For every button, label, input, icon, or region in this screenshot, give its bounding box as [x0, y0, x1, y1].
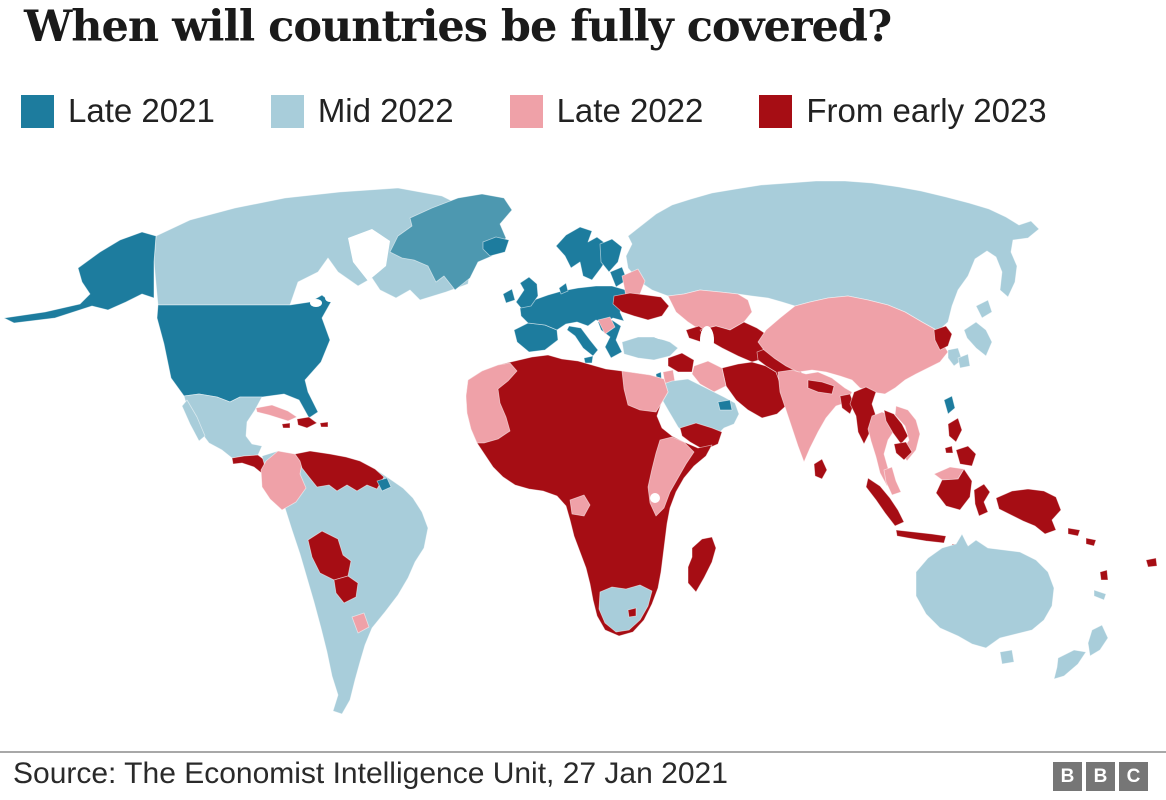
region-ukraine: [612, 292, 670, 321]
region-cuba: [255, 404, 298, 422]
region-syria: [667, 352, 695, 373]
page-title: When will countries be fully covered?: [24, 2, 892, 52]
legend-swatch-late2022: [509, 94, 543, 128]
legend-label-late2021: Late 2021: [68, 92, 215, 129]
region-paraguay: [333, 575, 359, 604]
legend-item-late2021: Late 2021: [21, 92, 215, 130]
region-serbia: [597, 316, 616, 335]
region-uk: [515, 276, 539, 309]
bbc-logo-block-3: C: [1119, 762, 1148, 791]
region-puerto-rico: [319, 421, 329, 428]
region-mexico: [183, 393, 263, 459]
region-hudson-bay: [348, 229, 390, 281]
region-sicily: [583, 355, 594, 364]
region-nepal: [807, 379, 835, 395]
region-philippines-luzon: [947, 417, 963, 443]
region-fiji: [1145, 557, 1158, 568]
region-uae: [717, 399, 733, 411]
region-belarus: [621, 268, 646, 297]
region-colombia-ecuador: [260, 450, 307, 511]
region-iceland: [482, 236, 510, 257]
region-alaska: [3, 231, 157, 324]
region-sulawesi: [973, 483, 991, 517]
region-cambodia: [893, 441, 913, 461]
legend-item-mid2022: Mid 2022: [270, 92, 454, 130]
region-philippines-visayas: [944, 445, 954, 454]
region-nz-north: [1087, 624, 1109, 657]
region-iraq: [691, 360, 727, 393]
region-italy: [566, 325, 599, 357]
region-south-africa: [598, 584, 653, 633]
legend-label-early2023: From early 2023: [806, 92, 1047, 129]
region-egypt: [621, 370, 669, 413]
region-sri-lanka: [813, 458, 828, 480]
region-french-guiana: [376, 477, 392, 492]
world-map-svg: [3, 180, 1158, 715]
region-arabia: [657, 378, 740, 447]
region-ireland: [502, 288, 516, 304]
region-bangladesh: [839, 393, 855, 415]
region-bolivia: [307, 530, 352, 581]
region-sumatra: [865, 477, 905, 527]
region-tasmania: [999, 649, 1015, 665]
region-uruguay: [351, 612, 370, 634]
region-japan-kyushu: [957, 353, 971, 369]
bbc-logo-block-1: B: [1053, 762, 1082, 791]
region-russia: [625, 180, 1040, 332]
region-vietnam: [894, 405, 921, 462]
region-denmark: [558, 282, 569, 295]
region-japan-hokkaido: [975, 299, 993, 319]
region-baja: [181, 399, 206, 442]
region-japan-honshu: [963, 321, 993, 357]
region-venezuela-guyanas: [294, 450, 385, 492]
region-philippines-mindanao: [955, 445, 977, 467]
region-lesotho: [627, 607, 637, 618]
region-caspian-sea: [700, 326, 714, 354]
region-finland: [599, 238, 623, 273]
region-malay-peninsula: [883, 466, 902, 496]
region-africa: [465, 354, 713, 637]
legend-swatch-early2023: [759, 94, 793, 128]
legend-label-mid2022: Mid 2022: [317, 92, 454, 129]
region-new-caledonia: [1093, 589, 1107, 601]
region-nw-africa: [465, 362, 518, 444]
region-solomon-2: [1085, 537, 1097, 547]
legend-item-early2023: From early 2023: [759, 92, 1047, 130]
region-great-lakes: [294, 294, 335, 307]
legend-swatch-mid2022: [270, 94, 304, 128]
footer-divider: [0, 751, 1166, 753]
region-new-guinea: [995, 488, 1062, 535]
region-india: [777, 369, 853, 463]
region-turkey: [621, 336, 679, 361]
region-hispaniola: [296, 416, 318, 429]
region-madagascar: [687, 536, 717, 593]
region-taiwan: [943, 395, 956, 415]
region-solomon-1: [1067, 527, 1081, 537]
region-yemen: [679, 422, 723, 451]
legend-label-late2022: Late 2022: [556, 92, 704, 129]
region-gabon: [569, 494, 591, 517]
region-australia: [915, 533, 1055, 649]
source-text: Source: The Economist Intelligence Unit,…: [13, 757, 728, 790]
bbc-logo-block-2: B: [1086, 762, 1115, 791]
region-greenland: [389, 193, 513, 291]
region-vanuatu: [1099, 569, 1109, 581]
region-borneo-indonesia: [935, 468, 973, 511]
region-kazakhstan: [667, 289, 753, 331]
region-lake-victoria: [650, 493, 660, 503]
region-nz-south: [1053, 649, 1087, 680]
region-north-korea: [933, 325, 953, 351]
legend: Late 2021 Mid 2022 Late 2022 From early 202…: [21, 92, 1103, 130]
legend-swatch-late2021: [21, 94, 54, 128]
world-map: [0, 160, 1166, 750]
legend-item-late2022: Late 2022: [509, 92, 704, 130]
region-jamaica: [281, 422, 291, 429]
region-java: [895, 529, 947, 544]
region-black-sea: [650, 324, 684, 340]
region-china-mongolia: [757, 295, 949, 395]
